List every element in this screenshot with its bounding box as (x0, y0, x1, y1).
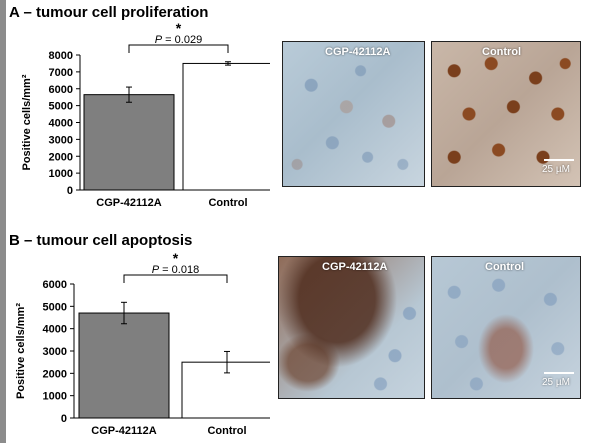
micrograph-a-cgp-label: CGP-42112A (325, 46, 391, 58)
micrograph-b-control: Control 25 µM (431, 256, 581, 399)
category-label: Control (208, 197, 247, 209)
y-axis-label: Positive cells/mm² (15, 303, 27, 399)
category-label: CGP-42112A (91, 425, 156, 437)
y-tick-label: 6000 (49, 84, 73, 96)
category-label: Control (207, 425, 246, 437)
bar-control (182, 62, 270, 191)
panel-a-title: A – tumour cell proliferation (9, 4, 209, 21)
y-tick-label: 0 (61, 413, 67, 425)
y-tick-label: 3000 (49, 134, 73, 146)
y-tick-label: 2000 (43, 368, 67, 380)
y-axis-label: Positive cells/mm² (21, 74, 33, 170)
y-tick-label: 1000 (43, 391, 67, 403)
scale-bar (544, 159, 574, 161)
y-tick-label: 8000 (49, 50, 73, 62)
y-tick-label: 2000 (49, 151, 73, 163)
tissue-light-blue-stroma (283, 42, 424, 186)
micrograph-a-cgp: CGP-42112A (282, 41, 425, 187)
bar-control (181, 361, 270, 419)
tissue-brown-nuclei (432, 42, 580, 186)
scale-bar-label: 25 µM (542, 164, 570, 175)
tissue-blue-with-brown-patch (432, 257, 580, 398)
bar-cgp-42112a (78, 312, 170, 419)
micrograph-a-control-label: Control (482, 46, 522, 58)
y-tick-label: 5000 (49, 101, 73, 113)
y-tick-label: 1000 (49, 168, 73, 180)
p-value-label: P = 0.029 (155, 34, 202, 46)
panel-b-title: B – tumour cell apoptosis (9, 232, 193, 249)
y-tick-label: 5000 (43, 301, 67, 313)
micrograph-b-cgp-label: CGP-42112A (322, 261, 388, 273)
y-tick-label: 7000 (49, 67, 73, 79)
micrograph-b-control-label: Control (485, 261, 525, 273)
significance-bracket (128, 44, 229, 53)
micrograph-a-control: Control 25 µM (431, 41, 581, 187)
y-tick-label: 0 (67, 185, 73, 197)
y-tick-label: 6000 (43, 279, 67, 291)
p-value-label: P = 0.018 (152, 264, 199, 276)
left-edge-bar (0, 0, 6, 443)
y-tick-label: 3000 (43, 346, 67, 358)
scale-bar (544, 372, 574, 374)
scale-bar-label: 25 µM (542, 377, 570, 388)
bar-cgp-42112a (83, 94, 175, 191)
significance-star: * (176, 20, 182, 36)
significance-bracket (123, 274, 228, 283)
micrograph-b-cgp: CGP-42112A (278, 256, 425, 399)
apoptosis-bar-chart: 0 1000 2000 3000 4000 5000 6000 Positive cells/… (15, 250, 270, 437)
y-tick-label: 4000 (49, 118, 73, 130)
category-label: CGP-42112A (96, 197, 161, 209)
y-tick-label: 4000 (43, 324, 67, 336)
significance-star: * (173, 250, 179, 266)
proliferation-bar-chart: 0 1000 2000 3000 4000 5000 6000 7000 8000 Positiv… (21, 20, 270, 209)
tissue-brown-band (279, 257, 424, 398)
